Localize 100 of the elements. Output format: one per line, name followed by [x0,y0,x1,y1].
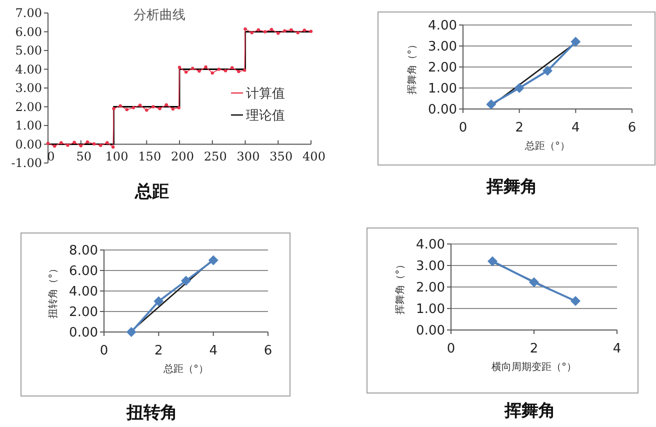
y-tick-label: 7.00 [15,6,42,20]
point [164,103,168,106]
point [132,106,136,110]
point [92,142,96,146]
y-tick-label: 3.00 [15,81,42,96]
point [283,29,286,32]
y-axis-title: 挥舞角（°） [394,260,406,314]
point [145,108,148,112]
point [210,71,214,75]
x-tick-label: 150 [138,149,162,164]
x-tick-label: 50 [76,149,92,164]
chart-title: 分析曲线 [134,8,186,23]
point [106,141,109,144]
y-tick-label: 1.00 [428,82,457,97]
x-tick-label: 2 [530,342,538,357]
point [217,68,221,71]
y-tick-label: 0.00 [69,326,98,341]
y-tick-label: 2.00 [69,305,98,320]
point [177,106,180,110]
point [138,104,142,107]
y-tick-label: 6.00 [15,24,42,39]
point [204,65,208,69]
point [570,296,580,306]
x-tick-label: 4 [572,120,580,136]
point [52,144,56,148]
y-tick-label: 2.00 [428,60,457,76]
point [152,105,155,108]
text: 挥舞角 [504,401,556,421]
y-tick-label: 3.00 [416,259,445,274]
point [79,144,82,148]
legend-label: 理论值 [246,108,285,124]
point [263,30,267,34]
y-tick-label: -1.00 [11,156,42,170]
y-tick-label: 1.00 [416,302,445,318]
point [198,70,201,73]
point [230,66,234,70]
point [529,277,539,288]
y-tick-label: 0.00 [15,137,42,152]
x-tick-label: 0 [100,344,108,359]
x-tick-label: 4 [612,342,622,357]
x-tick-label: 2 [515,120,524,136]
point [112,107,116,110]
x-tick-label: 6 [264,344,272,359]
x-tick-label: 100 [105,149,128,164]
y-tick-label: 4.00 [69,284,98,300]
point [486,99,496,110]
point [184,70,188,74]
y-tick-label: 5.00 [15,44,42,58]
point [158,107,162,110]
point [181,276,191,286]
point [250,31,254,34]
y-axis-title: 挥舞角（°） [406,40,418,94]
text: 总距 [134,182,169,202]
x-tick-label: 4 [209,344,218,359]
y-tick-label: 6.00 [69,264,98,280]
point [270,28,274,32]
point [60,141,63,144]
x-tick-label: 350 [270,149,293,164]
point [72,140,76,144]
x-axis-title: 横向周期变距（°） [492,361,576,373]
point [208,255,218,266]
point [514,83,524,93]
y-tick-label: 8.00 [69,244,98,259]
point [237,70,240,74]
point [111,145,115,149]
y-tick-label: 3.00 [428,40,457,55]
point [178,66,182,69]
x-axis-title: 总距（°） [524,140,570,152]
point [290,28,293,32]
y-tick-label: 4.00 [428,18,457,34]
x-tick-label: 0 [458,120,468,136]
text: 挥舞角 [486,177,538,197]
text: 扭转角 [126,403,178,423]
point [224,69,228,72]
y-tick-label: 2.00 [416,280,445,296]
x-tick-label: 250 [204,149,227,164]
point [244,27,247,31]
y-tick-label: 0.00 [428,102,457,118]
x-tick-label: 2 [154,344,163,359]
point [118,104,122,108]
y-tick-label: 0.00 [416,324,445,339]
x-tick-label: 6 [628,120,636,136]
point [171,107,175,111]
point [296,31,300,34]
point [488,256,498,266]
legend-label: 计算值 [246,86,285,102]
y-tick-label: 2.00 [15,100,42,114]
point [276,32,280,35]
x-axis-title: 总距（°） [162,363,208,375]
point [86,140,90,144]
point [191,66,194,70]
y-tick-label: 1.00 [15,118,42,133]
point [99,144,102,147]
x-tick-label: 400 [302,149,326,164]
x-tick-label: 200 [171,149,194,164]
point [126,327,136,337]
point [570,36,581,47]
point [256,28,260,32]
y-tick-label: 4.00 [416,238,445,253]
point [542,66,552,76]
